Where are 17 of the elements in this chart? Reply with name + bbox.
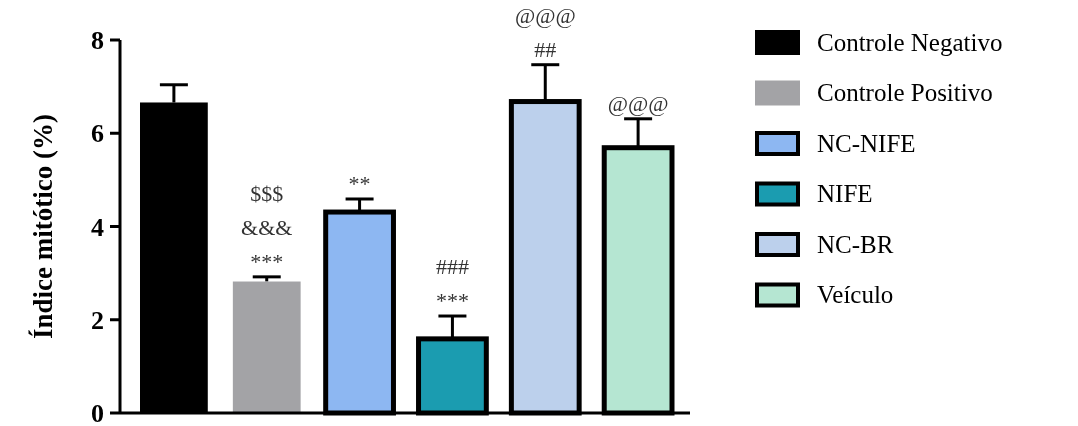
y-tick-label: 2 (91, 305, 104, 335)
data-label: @@@ ## (514, 2, 576, 62)
data-label: ### *** (435, 254, 469, 314)
y-axis-title: Índice mitótico (%) (28, 114, 58, 339)
data-label: $$$ &&& *** (241, 180, 293, 274)
y-tick-label: 8 (91, 26, 104, 56)
legend-label: Veículo (817, 281, 894, 309)
legend-label: NIFE (817, 180, 873, 208)
y-tick-label: 0 (91, 399, 104, 426)
data-label: ** (348, 170, 371, 196)
legend-label: NC-NIFE (817, 129, 916, 157)
y-tick-label: 6 (91, 119, 104, 149)
y-tick-label: 4 (91, 212, 104, 242)
legend-label: NC-BR (817, 230, 894, 258)
legend-label: Controle Positivo (817, 79, 993, 107)
data-label: @@@ (607, 90, 669, 116)
legend-label: Controle Negativo (817, 28, 1003, 56)
